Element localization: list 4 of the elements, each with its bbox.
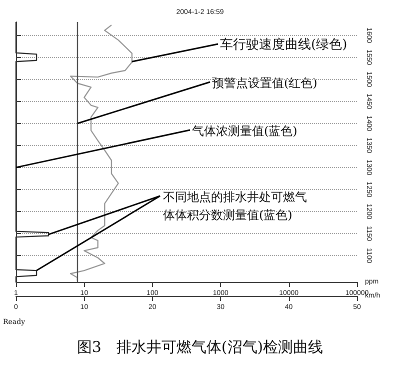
annotation: 不同地点的排水井处可燃气体体积分数测量值(蓝色): [163, 190, 307, 222]
annotation: 车行驶速度曲线(绿色): [220, 36, 348, 52]
caption: 图3 排水井可燃气体(沼气)检测曲线: [76, 338, 324, 356]
annotation: 气体浓测量值(蓝色): [192, 124, 298, 138]
